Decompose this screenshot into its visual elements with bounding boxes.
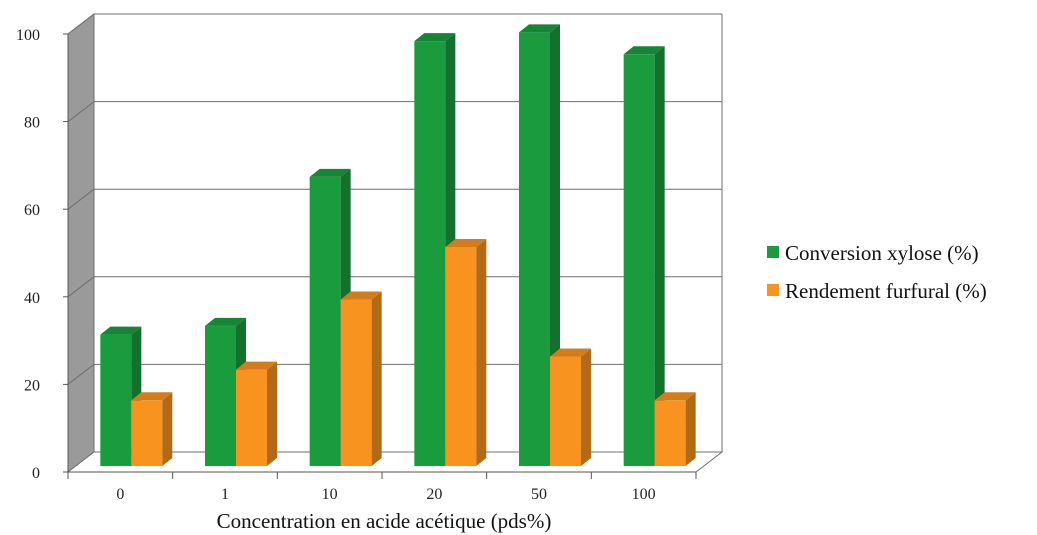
side-wall <box>67 12 95 474</box>
x-tick-label: 50 <box>531 486 547 503</box>
legend-label: Conversion xylose (%) <box>785 241 979 265</box>
bar <box>550 348 591 466</box>
bars <box>100 24 696 467</box>
bar-top <box>623 46 665 55</box>
bar-top <box>100 326 142 335</box>
bar-top <box>309 168 351 177</box>
bar-front <box>445 247 477 466</box>
bar-front <box>519 32 550 466</box>
bar-front <box>550 356 581 466</box>
y-tick-label: 20 <box>24 377 40 394</box>
bar-top <box>340 291 382 300</box>
bar-front <box>205 325 236 466</box>
bar-front <box>309 176 341 467</box>
x-tick-label: 20 <box>426 486 442 503</box>
gridline-side <box>67 101 95 122</box>
x-tick-label: 10 <box>322 486 338 503</box>
y-tick-label: 80 <box>24 115 40 132</box>
bar-side <box>371 291 382 466</box>
x-axis-title: Concentration en acide acétique (pds%) <box>217 509 552 533</box>
bar <box>205 317 246 466</box>
legend-swatch <box>767 284 779 296</box>
bar-front <box>654 400 686 466</box>
gridline-side <box>67 276 95 298</box>
bar <box>340 291 382 466</box>
legend: Conversion xylose (%) Rendement furfural … <box>767 241 987 303</box>
bar-top <box>654 392 696 401</box>
bar <box>623 46 665 466</box>
gridline-side <box>67 13 95 35</box>
bar-side <box>162 392 173 466</box>
x-tick-label: 0 <box>116 486 124 503</box>
x-tick-label: 1 <box>221 486 229 503</box>
gridlines <box>67 13 722 385</box>
bar <box>654 392 696 466</box>
bar <box>131 392 173 466</box>
bar-side <box>267 361 277 466</box>
bar-front <box>340 299 372 466</box>
bar-side <box>654 46 665 466</box>
bar-front <box>131 400 163 466</box>
bar-side <box>476 239 487 466</box>
bar-top <box>550 348 591 357</box>
bar-top <box>414 33 456 42</box>
y-axis: 0 20 40 60 80 100 <box>16 27 69 482</box>
x-axis: 0 1 10 20 50 100 <box>67 471 697 503</box>
bar-front <box>414 41 446 466</box>
bar <box>309 168 351 467</box>
gridline-side <box>67 188 95 210</box>
bar-top <box>519 24 560 33</box>
bar-top <box>205 317 246 326</box>
bar-top <box>131 392 173 401</box>
bar-front <box>623 54 655 466</box>
legend-entry: Rendement furfural (%) <box>767 279 987 303</box>
bar-front <box>236 369 267 466</box>
bar <box>445 239 487 466</box>
legend-swatch <box>767 246 779 258</box>
bar-top <box>445 239 487 247</box>
legend-entry: Conversion xylose (%) <box>767 241 979 265</box>
y-tick-label: 60 <box>24 202 40 219</box>
y-tick-label: 0 <box>32 465 40 482</box>
legend-label: Rendement furfural (%) <box>785 279 987 303</box>
x-tick-label: 100 <box>632 486 656 503</box>
bar-side <box>685 392 696 466</box>
y-tick-label: 100 <box>16 27 40 44</box>
y-tick-label: 40 <box>24 290 40 307</box>
bar <box>414 33 456 466</box>
bar <box>236 361 277 466</box>
gridline-side <box>67 364 95 385</box>
bar-front <box>100 334 132 466</box>
bar-side <box>581 348 591 466</box>
bar-top <box>236 361 277 370</box>
